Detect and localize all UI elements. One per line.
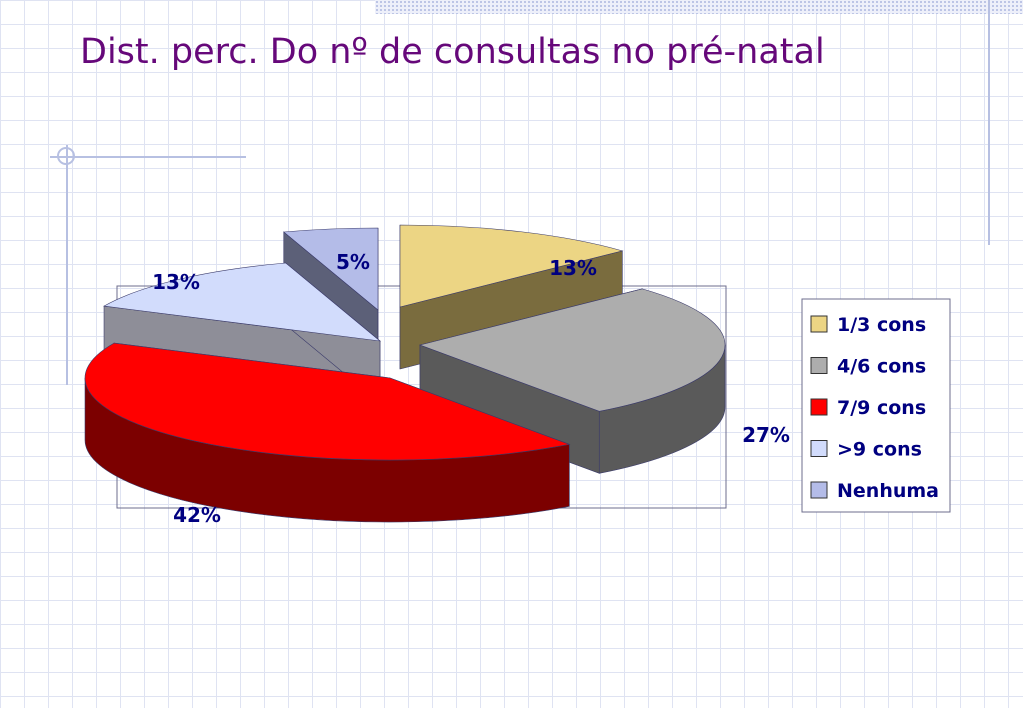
legend-label-nenhuma: Nenhuma [837,480,939,502]
data-label-1-3-cons: 13% [549,256,597,280]
legend-swatch-4-6-cons [810,357,828,374]
legend-label-4-6-cons: 4/6 cons [837,356,926,378]
legend-swatch-9-cons [810,440,828,457]
legend-swatch-7-9-cons [810,398,828,416]
registration-circle-mark [57,147,75,165]
slice-top-1-3-cons [399,224,624,308]
slice-top-9-cons [103,262,381,342]
data-labels: 13% 27% 42% 13% 5% [152,250,790,527]
pie-slices [84,224,726,523]
right-decor-rule [988,0,990,245]
legend-swatch-nenhuma [810,481,828,499]
slice-top-nenhuma [282,227,379,311]
slice-top-4-6-cons [418,288,726,412]
legend-label-9-cons: >9 cons [837,439,922,461]
slide-title: Dist. perc. Do nº de consultas no pré-na… [80,32,825,72]
title-underline-rule [50,156,246,158]
data-label-7-9-cons: 42% [173,503,221,527]
data-label-nenhuma: 5% [336,250,370,274]
data-label-9-cons: 13% [152,270,200,294]
slice-top-7-9-cons [84,342,571,461]
pie-slice-7-9-cons [84,342,571,523]
legend-label-1-3-cons: 1/3 cons [837,314,926,336]
left-decor-rule [66,145,68,385]
legend-swatch-1-3-cons [810,315,828,333]
top-decor-band [375,0,1023,14]
legend: 1/3 cons 4/6 cons 7/9 cons >9 cons Nenhuma [801,298,951,513]
data-label-4-6-cons: 27% [742,423,790,447]
legend-label-7-9-cons: 7/9 cons [837,397,926,419]
